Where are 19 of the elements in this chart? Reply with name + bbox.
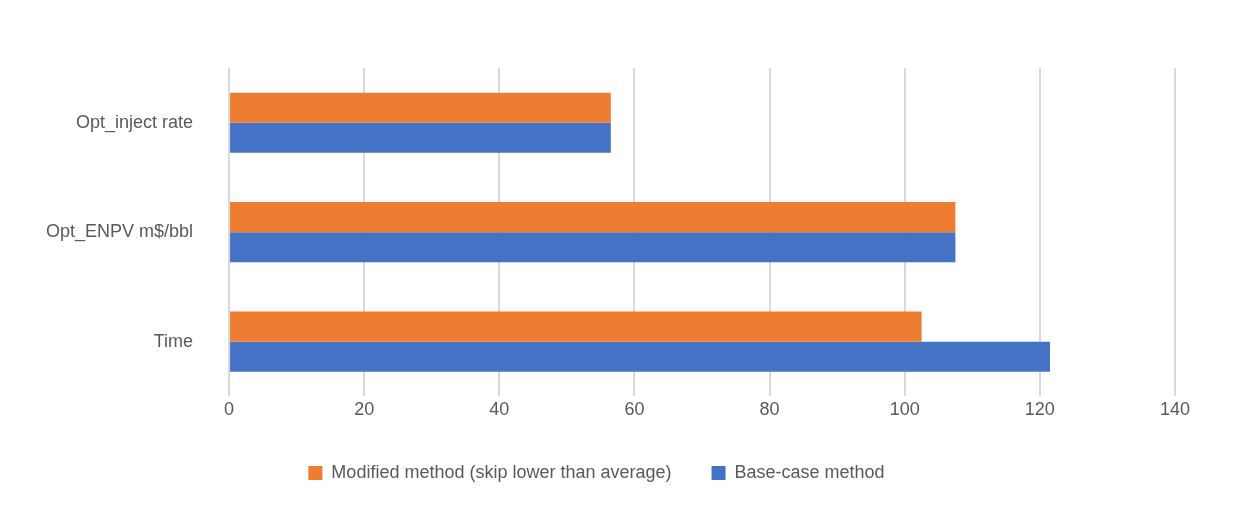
bar xyxy=(230,92,611,123)
bar xyxy=(230,232,956,263)
y-tick-label: Time xyxy=(153,330,194,351)
bar xyxy=(230,311,922,342)
bar xyxy=(230,202,956,233)
x-tick-label: 140 xyxy=(1159,399,1191,420)
x-tick-label: 20 xyxy=(354,399,375,420)
x-tick-label: 0 xyxy=(224,399,235,420)
x-tick-label: 80 xyxy=(759,399,780,420)
x-tick-label: 40 xyxy=(489,399,510,420)
bar xyxy=(230,122,611,153)
y-tick-label: Opt_inject rate xyxy=(76,111,194,133)
x-tick-label: 120 xyxy=(1024,399,1055,420)
x-tick-label: 60 xyxy=(624,399,645,420)
legend-label: Base-case method xyxy=(734,461,885,482)
legend-label: Modified method (skip lower than average) xyxy=(331,461,672,482)
y-tick-label: Opt_ENPV m$/bbl xyxy=(45,221,194,243)
bar xyxy=(230,341,1050,372)
x-tick-label: 100 xyxy=(889,399,920,420)
